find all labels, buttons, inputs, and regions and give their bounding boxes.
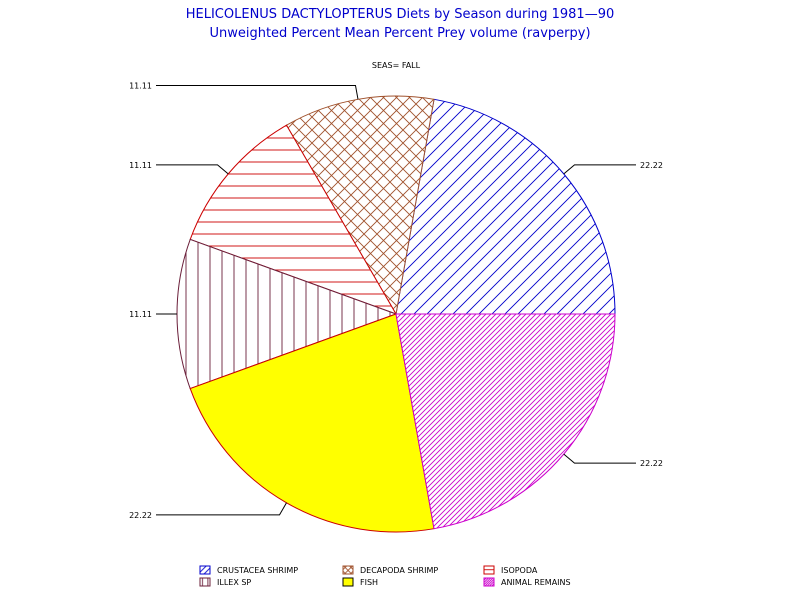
legend-item-animal-remains: ANIMAL REMAINS [483,577,571,587]
chart-subtitle: Unweighted Percent Mean Percent Prey vol… [209,26,590,41]
chart-title: HELICOLENUS DACTYLOPTERUS Diets by Seaso… [186,7,615,22]
pie-slice-decapoda-shrimp [285,95,435,316]
pie-slice-isopoda [189,124,398,315]
data-label-decapoda-shrimp: 11.11 [129,82,152,91]
leader-line-decapoda-shrimp [156,85,359,100]
legend-item-isopoda: ISOPODA [483,565,538,575]
legend-item-crustacea-shrimp: CRUSTACEA SHRIMP [199,565,298,575]
legend-swatch-illex-sp [199,577,211,587]
pie-slice-fish [189,313,435,533]
legend-label-fish: FISH [360,578,378,587]
pie-slice-animal-remains [395,313,616,530]
pie-slice-illex-sp [176,238,398,390]
slice-labels: 22.22 11.11 11.11 11.11 22.22 22.22 [129,82,663,520]
legend-label-crustacea-shrimp: CRUSTACEA SHRIMP [217,566,298,575]
legend-item-illex-sp: ILLEX SP [199,577,251,587]
legend-swatch-crustacea-shrimp [199,565,211,575]
legend: CRUSTACEA SHRIMP DECAPODA SHRIMP ISOPODA IL… [199,565,571,587]
pie-slices [176,95,616,533]
leader-line-crustacea-shrimp [563,164,636,175]
legend-item-fish: FISH [342,577,378,587]
legend-swatch-isopoda [483,565,495,575]
leader-line-fish [156,502,287,516]
data-label-illex-sp: 11.11 [129,310,152,319]
legend-swatch-animal-remains [483,577,495,587]
leader-line-animal-remains [563,453,636,464]
leader-line-isopoda [156,164,229,175]
legend-swatch-decapoda-shrimp [342,565,354,575]
pie-slice-crustacea-shrimp [395,98,616,315]
data-label-crustacea-shrimp: 22.22 [640,161,663,170]
data-label-fish: 22.22 [129,511,152,520]
legend-label-isopoda: ISOPODA [501,566,538,575]
legend-swatch-fish [342,577,354,587]
data-label-isopoda: 11.11 [129,161,152,170]
data-label-animal-remains: 22.22 [640,459,663,468]
legend-label-decapoda-shrimp: DECAPODA SHRIMP [360,566,438,575]
legend-label-illex-sp: ILLEX SP [217,578,251,587]
legend-label-animal-remains: ANIMAL REMAINS [501,578,571,587]
legend-item-decapoda-shrimp: DECAPODA SHRIMP [342,565,438,575]
group-label: SEAS= FALL [372,61,421,70]
